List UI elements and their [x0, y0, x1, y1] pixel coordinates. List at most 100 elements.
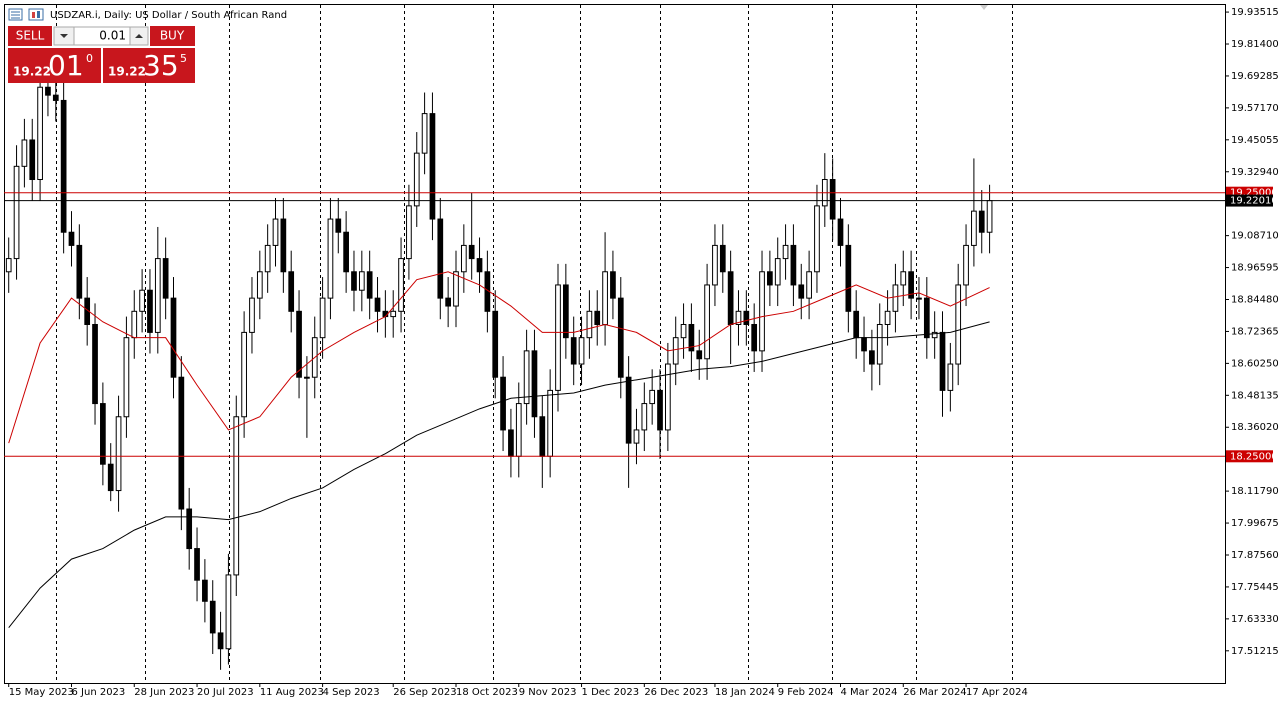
y-tick-label: 18.96595	[1231, 263, 1279, 274]
buy-label: BUY	[160, 29, 185, 43]
candle-body	[641, 403, 648, 431]
candle-body	[131, 310, 138, 339]
plot-frame	[4, 4, 1226, 684]
x-tick-label: 26 Mar 2024	[903, 687, 966, 698]
candle-body	[123, 337, 130, 418]
x-tick-label: 18 Jan 2024	[715, 687, 775, 698]
candle-body	[272, 218, 279, 246]
candle-body	[249, 297, 255, 333]
bid-box[interactable]	[8, 48, 101, 83]
candle-body	[963, 244, 969, 286]
candle-body	[445, 297, 451, 307]
candle-body	[680, 323, 687, 339]
ask-pips: 35	[143, 49, 179, 82]
x-tick-label: 20 Jul 2023	[197, 687, 254, 698]
candle-body	[460, 244, 467, 273]
y-tick-label: 19.45055	[1231, 135, 1279, 146]
candle-body	[147, 289, 153, 333]
candle-body	[578, 337, 585, 365]
header: USDZAR.i, Daily: US Dollar / South Afric…	[8, 8, 287, 21]
shift-marker	[980, 5, 988, 10]
candle-body	[115, 416, 122, 492]
x-tick-label: 9 Feb 2024	[778, 687, 834, 698]
bid-pips: 01	[48, 49, 84, 82]
sell-button[interactable]	[8, 26, 52, 46]
candle-body	[351, 271, 357, 291]
y-tick-label: 17.51215	[1231, 646, 1279, 657]
candle-body	[594, 310, 601, 325]
candle-body	[688, 323, 695, 352]
candle-body	[719, 244, 726, 273]
candle-body	[241, 331, 247, 418]
candle-body	[916, 297, 922, 300]
candle-body	[296, 310, 302, 378]
y-tick-label: 19.81400	[1231, 39, 1279, 50]
y-tick-label: 19.93515	[1231, 7, 1279, 18]
candle-body	[319, 297, 326, 339]
candle-body	[225, 574, 232, 650]
candle-body	[343, 231, 349, 273]
candle-body	[390, 310, 397, 318]
candle-body	[374, 297, 381, 312]
y-tick-label: 19.69285	[1231, 71, 1279, 82]
candle-body	[437, 218, 444, 299]
candle-body	[468, 244, 475, 260]
candle-body	[37, 86, 43, 181]
candle-body	[5, 258, 12, 273]
candle-body	[876, 323, 883, 365]
candle-body	[586, 310, 593, 339]
candle-body	[508, 429, 514, 457]
candle-body	[884, 310, 891, 325]
moving-average	[8, 321, 990, 628]
candle-body	[869, 350, 875, 365]
candle-body	[476, 258, 483, 273]
candle-body	[429, 113, 436, 220]
volume-value: 0.01	[99, 29, 126, 43]
candle-body	[500, 376, 506, 431]
sell-label: SELL	[16, 29, 45, 43]
price-tag	[1226, 194, 1273, 207]
x-tick-label: 4 Mar 2024	[840, 687, 897, 698]
candle-body	[806, 271, 812, 299]
candle-body	[531, 350, 538, 418]
candle-body	[861, 337, 867, 352]
x-tick-label: 9 Nov 2023	[519, 687, 577, 698]
candle-body	[814, 205, 820, 273]
icon-bar	[37, 11, 40, 18]
y-tick-label: 17.75445	[1231, 582, 1279, 593]
candle-body	[178, 376, 185, 510]
candle-body	[570, 337, 577, 365]
x-tick-label: 26 Dec 2023	[644, 687, 708, 698]
y-tick-label: 17.63330	[1231, 614, 1279, 625]
candle-body	[798, 284, 805, 299]
candle-body	[202, 579, 208, 602]
candle-body	[978, 210, 985, 233]
marks	[4, 66, 1225, 670]
candle-body	[421, 113, 428, 154]
ask-box[interactable]	[103, 48, 195, 83]
candle-body	[602, 271, 608, 325]
candle-body	[931, 331, 938, 339]
y-tick-label: 18.84480	[1231, 295, 1279, 306]
chart-icon[interactable]	[28, 8, 44, 21]
candle-body	[759, 271, 765, 352]
y-tick-label: 18.11790	[1231, 486, 1279, 497]
buy-button[interactable]	[150, 26, 195, 46]
candle-body	[712, 244, 718, 286]
candle-body	[327, 218, 334, 299]
candle-body	[829, 179, 836, 220]
candle-body	[264, 244, 271, 273]
trade-panel: SELL 0.01 BUY 19.22 01 0 19.22 35 5	[8, 26, 196, 83]
candle-body	[406, 205, 412, 260]
x-tick-label: 18 Oct 2023	[456, 687, 518, 698]
candle-body	[29, 139, 36, 181]
candle-body	[139, 289, 145, 312]
candle-body	[562, 284, 569, 339]
bid-big: 19.22	[13, 65, 51, 79]
y-tick-label: 18.72365	[1231, 326, 1279, 337]
x-tick-label: 11 Aug 2023	[260, 687, 324, 698]
arrow-down	[60, 34, 68, 38]
moving-average	[8, 271, 990, 444]
